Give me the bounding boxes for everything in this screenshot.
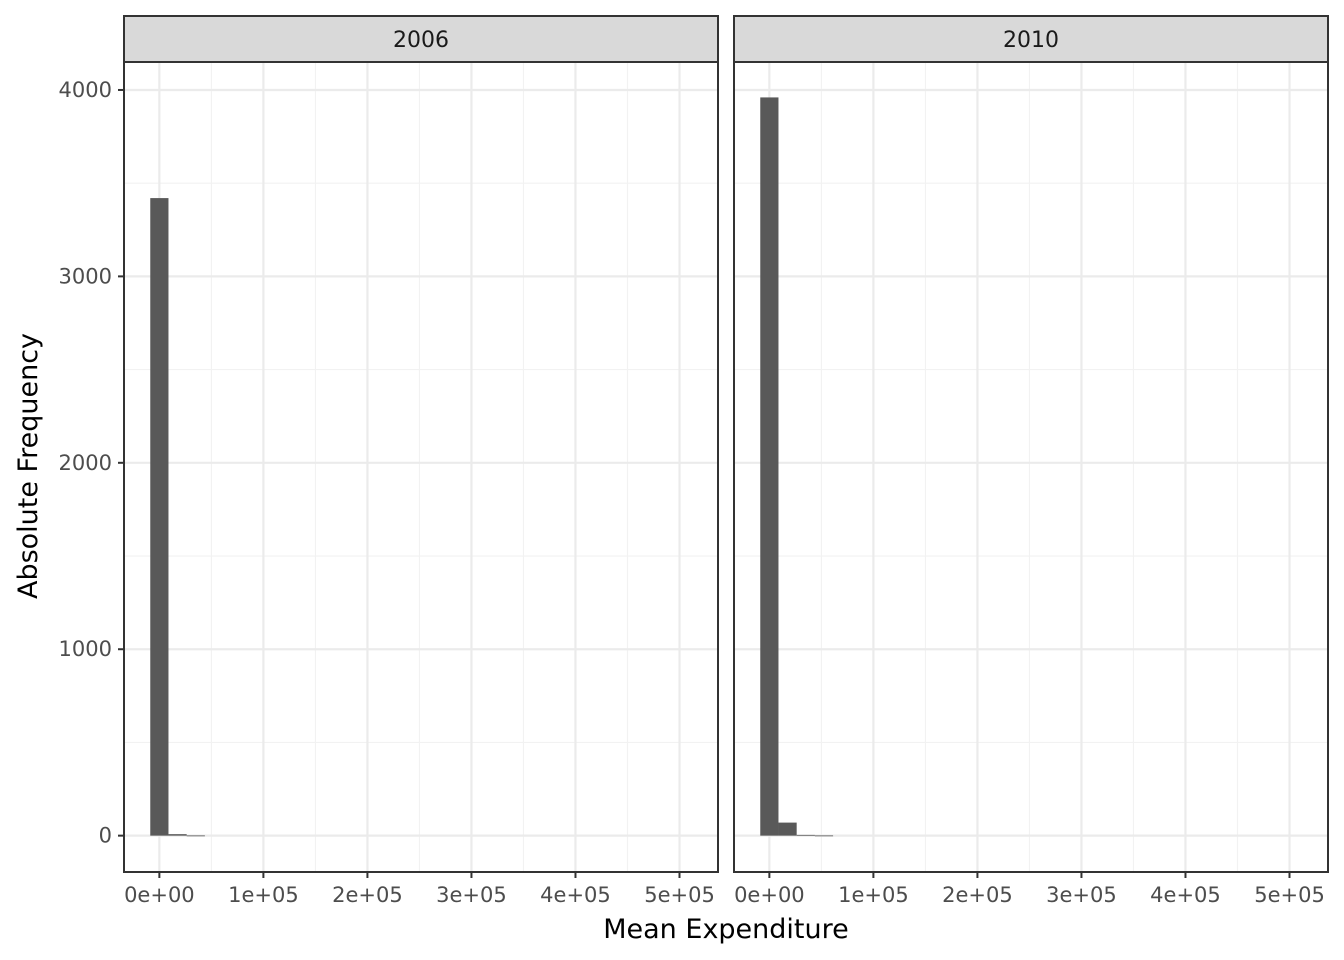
x-tick-label: 4e+05 (540, 883, 611, 907)
facet-strip (733, 15, 1329, 63)
x-tick-label: 2e+05 (942, 883, 1013, 907)
panel-2006: 2006 0e+00 1e+05 2e+05 3e+05 4e+05 5e+05 0 1000 2… (59, 15, 719, 907)
x-axis-title: Mean Expenditure (603, 914, 849, 945)
facet-strip-label: 2010 (1003, 28, 1059, 53)
histogram-bar (150, 198, 169, 836)
y-tick-label: 4000 (59, 78, 112, 102)
x-tick-label: 5e+05 (1254, 883, 1325, 907)
x-tick-label: 1e+05 (228, 883, 299, 907)
x-tick-label: 5e+05 (644, 883, 715, 907)
histogram-bar (760, 97, 779, 836)
y-tick-label: 2000 (59, 451, 112, 475)
facet-strip (123, 15, 719, 63)
y-tick-label: 0 (99, 824, 112, 848)
histogram-bar (796, 834, 815, 836)
y-tick-label: 1000 (59, 637, 112, 661)
x-tick-label: 0e+00 (124, 883, 195, 907)
x-tick-label: 0e+00 (734, 883, 805, 907)
x-tick-label: 1e+05 (838, 883, 909, 907)
x-tick-label: 3e+05 (1046, 883, 1117, 907)
panel-background (124, 62, 718, 872)
panel-2010: 2010 0e+00 1e+05 2e+05 3e+05 4e+05 5e+05 (733, 15, 1329, 907)
y-tick-label: 3000 (59, 264, 112, 288)
histogram-bar (186, 835, 205, 837)
histogram-bar (778, 822, 797, 836)
histogram-bar (168, 834, 187, 836)
x-tick-label: 3e+05 (436, 883, 507, 907)
panel-background (734, 62, 1328, 872)
x-tick-label: 4e+05 (1150, 883, 1221, 907)
facet-strip-label: 2006 (393, 28, 449, 53)
facet-panels: 2006 0e+00 1e+05 2e+05 3e+05 4e+05 5e+05 0 1000 2… (59, 15, 1329, 907)
y-axis-title: Absolute Frequency (13, 333, 44, 599)
histogram-bar (814, 835, 834, 837)
x-tick-label: 2e+05 (332, 883, 403, 907)
